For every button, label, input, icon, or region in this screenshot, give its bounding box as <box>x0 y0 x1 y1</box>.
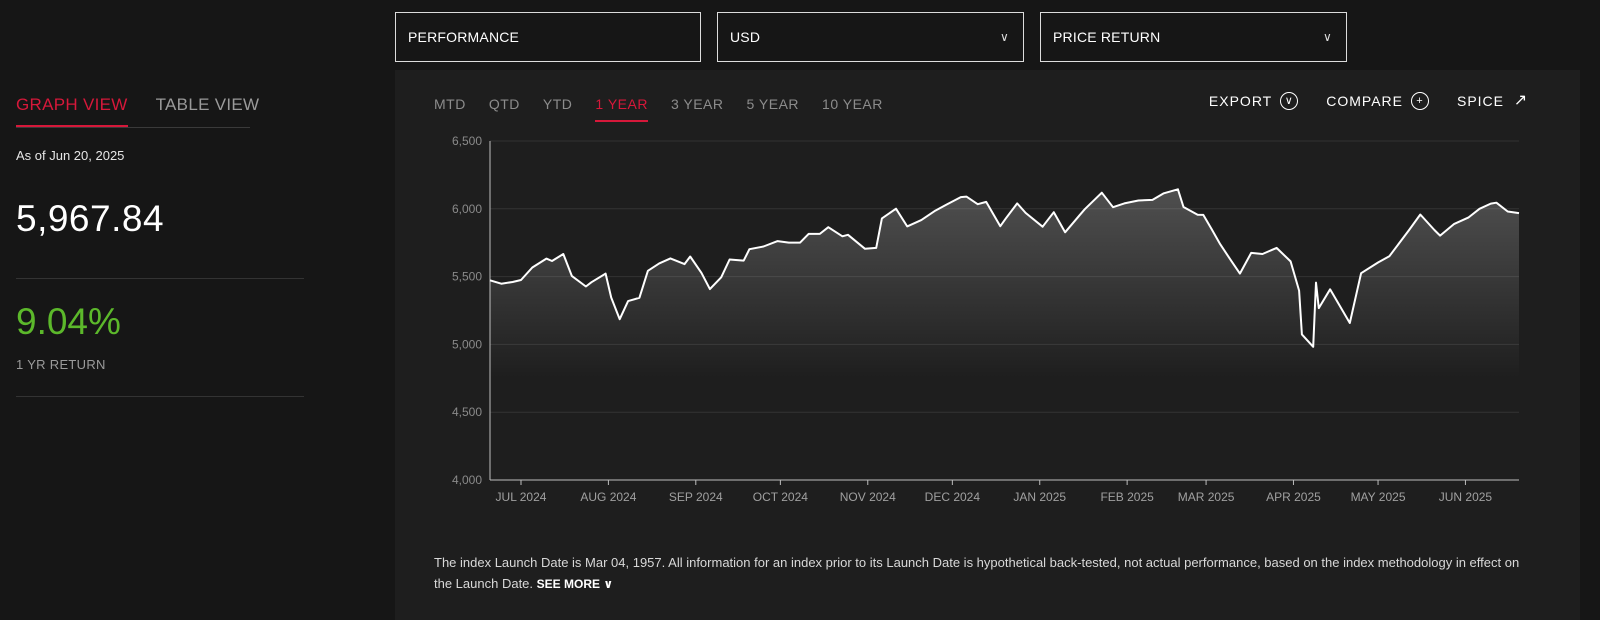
x-tick-label: JUN 2025 <box>1439 490 1493 504</box>
view-tabs: GRAPH VIEW TABLE VIEW <box>16 95 287 127</box>
tab-3-year[interactable]: 3 YEAR <box>670 96 724 112</box>
tab-1-year[interactable]: 1 YEAR <box>595 96 648 122</box>
compare-button[interactable]: COMPARE + <box>1326 92 1429 110</box>
tab-ytd[interactable]: YTD <box>542 96 573 112</box>
compare-label: COMPARE <box>1326 93 1403 109</box>
y-tick-label: 5,500 <box>452 270 482 284</box>
tab-qtd[interactable]: QTD <box>488 96 520 112</box>
x-tick-label: SEP 2024 <box>669 490 723 504</box>
currency-dropdown[interactable]: USD ∨ <box>717 12 1024 62</box>
divider <box>16 396 304 397</box>
x-tick-label: APR 2025 <box>1266 490 1321 504</box>
x-tick-label: AUG 2024 <box>580 490 636 504</box>
performance-dropdown[interactable]: PERFORMANCE <box>395 12 701 62</box>
tab-table-view[interactable]: TABLE VIEW <box>155 95 260 114</box>
tab-5-year[interactable]: 5 YEAR <box>746 96 800 112</box>
index-price: 5,967.84 <box>16 198 165 239</box>
performance-dropdown-label: PERFORMANCE <box>408 29 520 45</box>
spice-link[interactable]: SPICE ↗ <box>1456 92 1530 110</box>
x-tick-label: JAN 2025 <box>1013 490 1066 504</box>
see-more-label: SEE MORE <box>536 577 601 591</box>
as-of-date: As of Jun 20, 2025 <box>16 148 125 163</box>
performance-chart: 6,500 6,000 5,500 5,000 4,500 4,000 JUL 2024 AU… <box>452 134 1520 504</box>
plus-circle-icon: + <box>1410 92 1429 110</box>
tab-graph-view[interactable]: GRAPH VIEW <box>16 95 128 127</box>
tab-mtd[interactable]: MTD <box>434 96 466 112</box>
export-button[interactable]: EXPORT ∨ <box>1208 92 1299 110</box>
x-tick-label: DEC 2024 <box>925 490 981 504</box>
x-tick-label: FEB 2025 <box>1100 490 1154 504</box>
chart-actions: EXPORT ∨ COMPARE + SPICE ↗ <box>1181 92 1530 110</box>
chevron-down-icon: ∨ <box>1000 30 1009 44</box>
series-line <box>489 188 1520 348</box>
y-tick-label: 6,000 <box>452 202 482 216</box>
return-type-dropdown[interactable]: PRICE RETURN ∨ <box>1040 12 1347 62</box>
divider <box>16 127 250 128</box>
y-tick-label: 4,500 <box>452 405 482 419</box>
period-tabs: MTD QTD YTD 1 YEAR 3 YEAR 5 YEAR 10 YEAR <box>434 96 906 122</box>
currency-dropdown-label: USD <box>730 29 761 45</box>
external-link-icon: ↗ <box>1513 92 1529 109</box>
y-tick-label: 6,500 <box>452 134 482 148</box>
x-tick-label: MAY 2025 <box>1351 490 1406 504</box>
divider <box>16 278 304 279</box>
x-tick-label: MAR 2025 <box>1178 490 1235 504</box>
chevron-down-icon: ∨ <box>1323 30 1332 44</box>
return-type-dropdown-label: PRICE RETURN <box>1053 29 1161 45</box>
tab-10-year[interactable]: 10 YEAR <box>822 96 883 112</box>
chevron-down-icon: ∨ <box>603 577 614 591</box>
spice-label: SPICE <box>1456 93 1504 109</box>
disclaimer: The index Launch Date is Mar 04, 1957. A… <box>434 552 1534 595</box>
return-value: 9.04% <box>16 301 121 342</box>
disclaimer-text: The index Launch Date is Mar 04, 1957. A… <box>434 555 1520 591</box>
return-label: 1 YR RETURN <box>16 357 106 372</box>
series-area <box>490 189 1519 481</box>
see-more-link[interactable]: SEE MORE ∨ <box>537 577 613 591</box>
y-tick-label: 5,000 <box>452 337 482 351</box>
chevron-down-circle-icon: ∨ <box>1280 92 1299 110</box>
x-tick-label: OCT 2024 <box>753 490 808 504</box>
y-tick-label: 4,000 <box>452 473 482 487</box>
export-label: EXPORT <box>1208 93 1273 109</box>
x-tick-label: JUL 2024 <box>496 490 547 504</box>
x-tick-label: NOV 2024 <box>840 490 896 504</box>
